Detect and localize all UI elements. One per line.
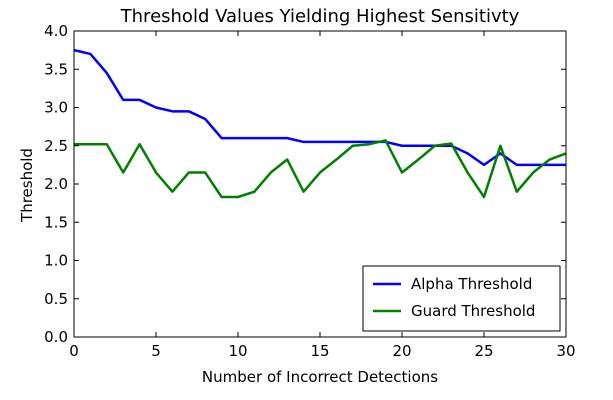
series-line-alpha-threshold <box>73 48 566 167</box>
y-tick-label: 0.0 <box>44 328 68 346</box>
y-tick-label: 4.0 <box>44 22 68 40</box>
y-tick-label: 3.5 <box>44 60 68 78</box>
y-tick-label: 1.5 <box>44 213 68 231</box>
y-axis-label: Threshold <box>18 148 36 223</box>
x-tick-label: 20 <box>392 342 411 360</box>
chart-title: Threshold Values Yielding Highest Sensit… <box>120 6 520 27</box>
series-line-guard-threshold <box>74 139 567 199</box>
legend-label: Guard Threshold <box>411 302 535 320</box>
x-axis-label: Number of Incorrect Detections <box>202 368 438 386</box>
y-tick-label: 2.5 <box>44 137 68 155</box>
x-tick-label: 15 <box>310 342 329 360</box>
legend-box <box>362 265 561 332</box>
x-tick-label: 10 <box>228 342 247 360</box>
plot-area: 0 5 10 15 20 25 30 0.0 0.5 1.0 1.5 2.0 2.5 3.0 3.5 4.0 A… <box>44 22 575 360</box>
x-tick-label: 30 <box>556 342 575 360</box>
y-tick-label: 1.0 <box>44 252 68 270</box>
y-tick-label: 2.0 <box>44 175 68 193</box>
legend: Alpha Threshold Guard Threshold <box>362 265 561 332</box>
y-tick-label: 3.0 <box>44 99 68 117</box>
y-tick-label: 0.5 <box>44 290 68 308</box>
legend-label: Alpha Threshold <box>411 275 532 293</box>
x-tick-label: 0 <box>69 342 79 360</box>
x-tick-label: 5 <box>151 342 161 360</box>
x-tick-label: 25 <box>474 342 493 360</box>
